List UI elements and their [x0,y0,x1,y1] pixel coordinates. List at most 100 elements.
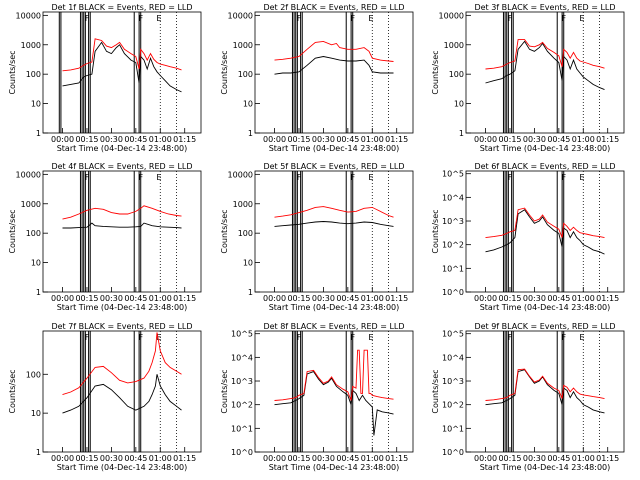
plot-frame [465,170,625,293]
plot-frame [254,330,414,453]
panel-title: Det 1f BLACK = Events, RED = LLD [51,3,192,12]
flag-label: F [561,14,566,23]
x-tick-label: 00:15 [498,294,521,303]
y-tick-label: 100 [238,70,253,79]
panel-title: Det 8f BLACK = Events, RED = LLD [263,322,404,331]
y-tick-label: 1 [36,129,41,138]
panel-det-4: Det 4f BLACK = Events, RED = LLD 1 10 100 10… [8,162,202,312]
y-axis-label: Counts/sec [431,369,440,413]
x-tick-label: 01:15 [596,135,619,144]
y-tick-label: 10^3 [442,377,464,386]
y-tick-label: 10000 [16,170,41,179]
y-tick-label: 1 [36,288,41,297]
flag-label: F [561,333,566,342]
series-black-line [62,374,182,414]
x-tick-label: 00:00 [474,454,497,463]
x-tick-label: 00:30 [100,135,123,144]
x-axis-label: Start Time (04-Dec-14 23:48:00) [269,144,400,153]
y-axis-label: Counts/sec [220,209,229,253]
x-tick-label: 00:45 [124,135,147,144]
x-tick-label: 00:15 [287,135,310,144]
x-tick-label: 00:00 [263,135,286,144]
series-red-line [274,349,394,401]
series-red-line [62,332,182,396]
flag-label: F [138,14,143,23]
flag-label: E [579,333,584,342]
flag-label: E [579,14,584,23]
x-tick-label: 00:30 [312,454,335,463]
y-tick-label: 10^2 [442,401,464,410]
y-tick-label: 10^5 [442,330,464,339]
x-tick-label: 00:15 [75,135,98,144]
x-tick-label: 00:45 [547,454,570,463]
panel-det-8: Det 8f BLACK = Events, RED = LLD 10^0 10^1… [220,322,414,472]
x-axis-label: Start Time (04-Dec-14 23:48:00) [480,463,611,472]
flag-label: F [85,14,90,23]
flag-label: E [579,173,584,182]
y-tick-label: 100 [26,229,41,238]
x-tick-label: 01:15 [596,294,619,303]
y-tick-label: 10 [243,259,253,268]
x-tick-label: 01:00 [149,294,172,303]
panel-det-5: Det 5f BLACK = Events, RED = LLD 1 10 100 10… [220,162,414,312]
x-tick-label: 01:00 [572,135,595,144]
series-black-line [274,371,394,436]
x-axis-label: Start Time (04-Dec-14 23:48:00) [57,303,188,312]
y-tick-label: 10 [243,100,253,109]
plot-frame [465,11,625,134]
series-black-line [62,222,182,229]
y-tick-label: 10^3 [442,217,464,226]
series-red-line [274,40,394,62]
series-black-line [485,40,605,91]
x-tick-label: 00:15 [75,454,98,463]
series-red-line [274,206,394,218]
y-tick-label: 100 [449,70,464,79]
series-black-line [274,56,394,75]
x-axis-label: Start Time (04-Dec-14 23:48:00) [480,144,611,153]
x-tick-label: 00:45 [547,294,570,303]
y-axis-label: Counts/sec [431,50,440,94]
series-black-line [274,221,394,227]
y-tick-label: 10^3 [231,377,253,386]
y-axis-label: Counts/sec [220,50,229,94]
plot-frame [42,170,202,293]
y-tick-label: 10000 [16,11,41,20]
y-tick-label: 10^1 [231,424,253,433]
y-axis-label: Counts/sec [431,209,440,253]
panel-title: Det 2f BLACK = Events, RED = LLD [263,3,404,12]
x-tick-label: 01:00 [361,454,384,463]
x-tick-label: 01:00 [572,454,595,463]
x-tick-label: 00:15 [75,294,98,303]
x-tick-label: 00:30 [523,135,546,144]
y-tick-label: 10^1 [442,264,464,273]
flag-label: F [350,173,355,182]
x-tick-label: 00:45 [336,454,359,463]
x-tick-label: 01:15 [173,294,196,303]
x-tick-label: 00:30 [312,135,335,144]
flag-label: E [156,173,161,182]
series-black-line [62,41,182,93]
x-tick-label: 00:45 [336,294,359,303]
y-tick-label: 10 [31,100,41,109]
x-tick-label: 01:15 [596,454,619,463]
flag-label: E [156,14,161,23]
y-tick-label: 10^4 [442,193,464,202]
x-tick-label: 00:00 [474,294,497,303]
x-tick-label: 00:15 [498,135,521,144]
x-tick-label: 01:00 [149,454,172,463]
x-tick-label: 01:00 [572,294,595,303]
y-tick-label: 10000 [439,11,464,20]
y-tick-label: 1 [36,448,41,457]
y-tick-label: 10^1 [442,424,464,433]
y-tick-label: 10 [454,100,464,109]
x-tick-label: 00:00 [51,135,74,144]
series-red-line [485,39,605,70]
panel-det-7: Det 7f BLACK = Events, RED = LLD 1 10 100 Co… [8,322,202,472]
x-tick-label: 00:45 [336,135,359,144]
y-tick-label: 10^0 [442,288,464,297]
y-tick-label: 1 [459,129,464,138]
x-tick-label: 01:00 [149,135,172,144]
x-tick-label: 01:15 [173,454,196,463]
panel-det-1: Det 1f BLACK = Events, RED = LLD 1 10 100 10… [8,3,202,153]
y-tick-label: 1 [248,129,253,138]
